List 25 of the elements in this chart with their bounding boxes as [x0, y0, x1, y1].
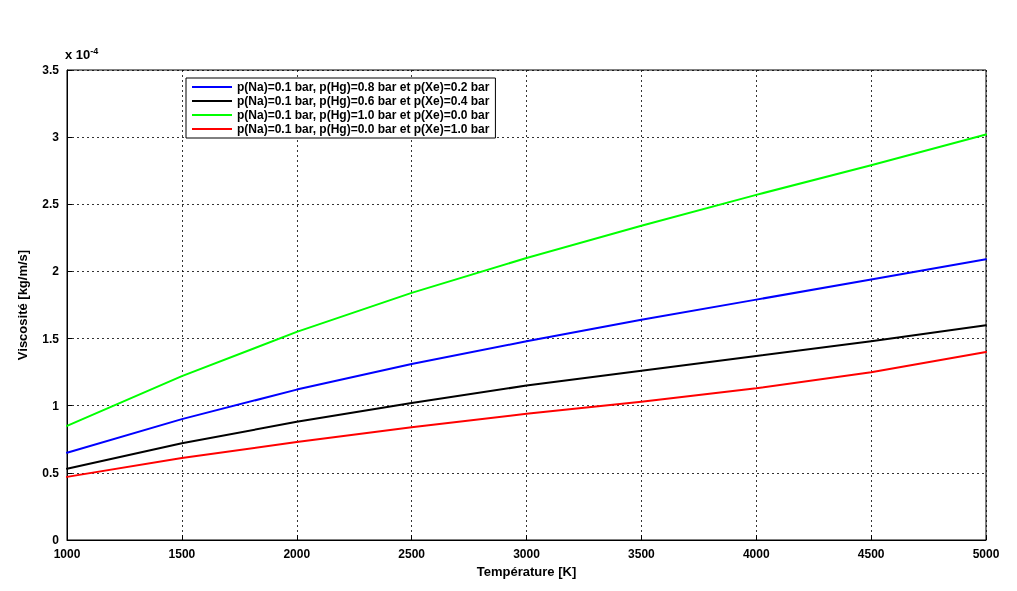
line-series [66, 258, 987, 454]
x-tick-label: 2000 [283, 547, 311, 561]
x-tick-label: 5000 [972, 547, 1000, 561]
x-tick-label: 1000 [53, 547, 81, 561]
x-tick-label: 2500 [398, 547, 426, 561]
y-axis-title: Viscosité [kg/m/s] [15, 249, 30, 361]
x-tick-label: 4500 [857, 547, 885, 561]
legend-label: p(Na)=0.1 bar, p(Hg)=0.8 bar et p(Xe)=0.2 bar [237, 80, 490, 94]
legend-label: p(Na)=0.1 bar, p(Hg)=1.0 bar et p(Xe)=0.0 bar [237, 108, 490, 122]
y-tick-label: 2.5 [42, 197, 60, 212]
y-tick-label: 2 [52, 264, 60, 279]
line-series [66, 351, 987, 478]
y-tick-label: 3 [52, 130, 60, 145]
y-tick-label: 0 [52, 533, 60, 547]
legend-label: p(Na)=0.1 bar, p(Hg)=0.6 bar et p(Xe)=0.4 bar [237, 94, 490, 108]
x-tick-label: 3000 [513, 547, 541, 561]
y-tick-label: 0.5 [42, 465, 60, 480]
y-tick-label: 1 [52, 398, 60, 413]
x-tick-label: 4000 [742, 547, 770, 561]
y-tick-label: 3.5 [42, 63, 60, 77]
x-tick-label: 3500 [628, 547, 656, 561]
y-tick-label: 1.5 [42, 331, 60, 346]
x-axis-title: Température [K] [476, 563, 577, 579]
legend-label: p(Na)=0.1 bar, p(Hg)=0.0 bar et p(Xe)=1.0 bar [237, 122, 490, 136]
x-tick-label: 1500 [168, 547, 196, 561]
